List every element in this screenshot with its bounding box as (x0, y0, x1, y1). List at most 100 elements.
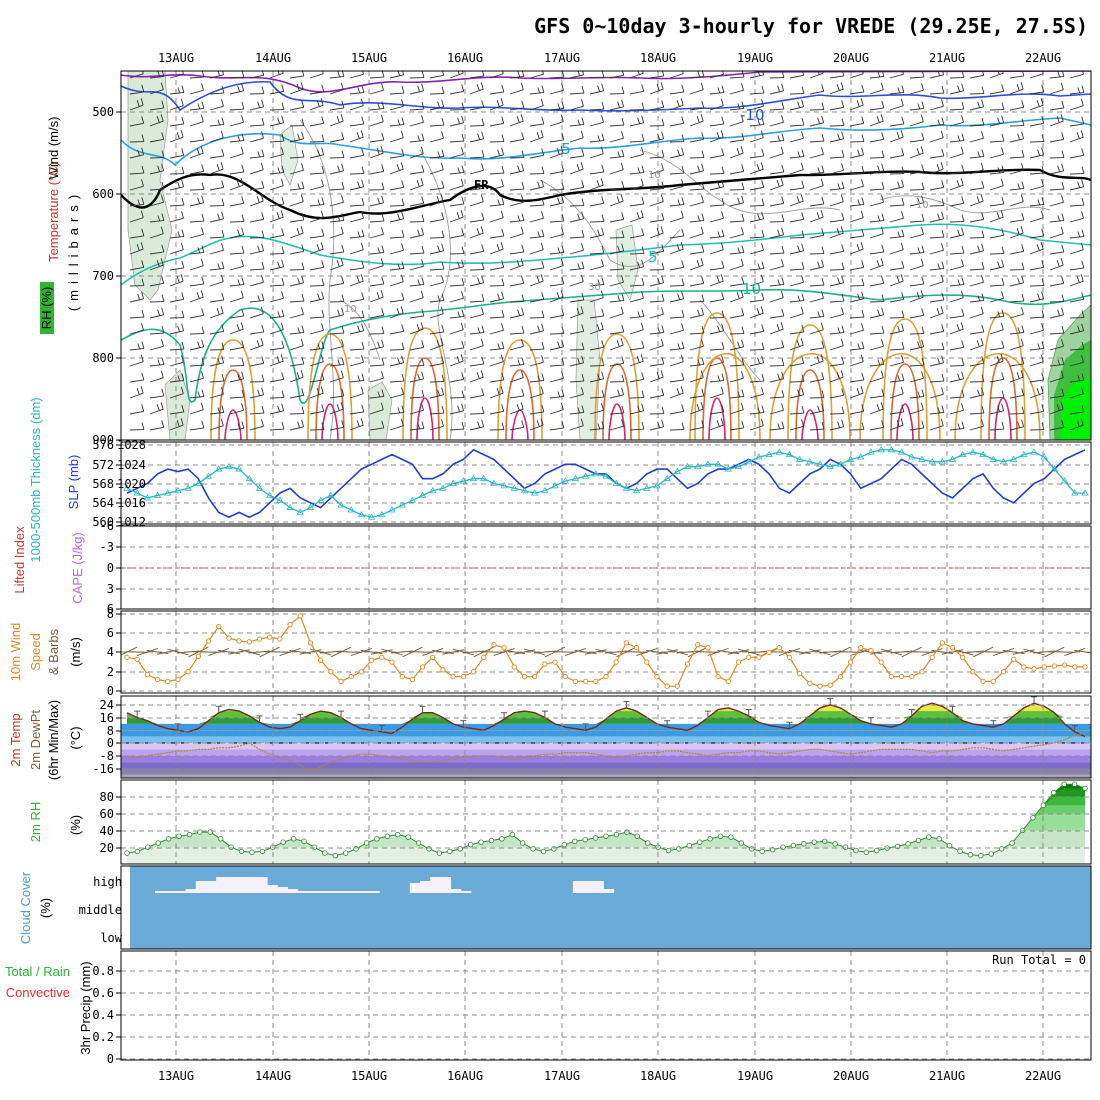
upper-barb-shaft (949, 234, 964, 239)
upper-barb-flag (937, 263, 941, 270)
upper-barb-flag (557, 247, 561, 254)
upper-barb-flag (457, 405, 461, 412)
wind10-barb (747, 650, 770, 654)
upper-barb-flag (521, 388, 525, 397)
upper-barb-flag (1057, 359, 1061, 366)
upper-barb-shaft (169, 92, 184, 95)
upper-barb-flag (961, 245, 965, 254)
label-wind10-3: & Barbs (46, 628, 61, 675)
upper-barb-shaft (989, 185, 1004, 191)
rh-point (863, 849, 870, 855)
upper-barb-flag (421, 259, 424, 267)
axis-tick-label: 80 (100, 790, 114, 804)
upper-barb-flag (441, 405, 445, 414)
upper-barb-flag (577, 263, 581, 270)
upper-barb-shaft (149, 188, 164, 191)
upper-barb-flag (661, 356, 665, 365)
cloud-bar-high (307, 891, 319, 893)
upper-barb-flag (977, 295, 981, 302)
upper-barb-shaft (649, 169, 664, 175)
upper-barb-flag (881, 294, 885, 302)
upper-barb-flag (841, 71, 845, 77)
upper-barb-flag (221, 198, 225, 206)
upper-barb-shaft (609, 74, 624, 79)
upper-barb-shaft (149, 201, 164, 207)
upper-barb-shaft (389, 330, 404, 335)
upper-barb-shaft (449, 153, 464, 159)
upper-barb-flag (577, 119, 581, 126)
upper-barb-flag (281, 309, 285, 317)
upper-barb-shaft (649, 201, 664, 207)
upper-barb-shaft (869, 220, 884, 223)
upper-barb-shaft (1069, 73, 1084, 79)
rh-point (374, 836, 380, 842)
upper-barb-flag (841, 325, 845, 333)
upper-barb-flag (921, 308, 925, 316)
wind10-speed-point (898, 673, 905, 680)
upper-barb-shaft (769, 328, 784, 335)
upper-barb-flag (941, 387, 944, 395)
upper-barb-flag (321, 84, 325, 93)
upper-barb-shaft (769, 252, 784, 255)
upper-barb-flag (481, 388, 485, 396)
upper-barb-flag (821, 102, 825, 110)
upper-barb-flag (637, 167, 641, 174)
wind10-speed-point (226, 635, 232, 641)
upper-barb-flag (476, 84, 480, 91)
upper-barb-shaft (909, 152, 924, 159)
upper-barb-shaft (869, 188, 884, 191)
upper-barb-shaft (209, 362, 224, 367)
upper-barb-shaft (609, 362, 624, 367)
upper-barb-flag (261, 293, 265, 301)
upper-barb-shaft (529, 393, 544, 399)
upper-barb-shaft (1009, 426, 1024, 431)
upper-barb-shaft (309, 392, 324, 399)
upper-barb-shaft (689, 120, 704, 127)
upper-barb-flag (141, 147, 145, 155)
upper-barb-shaft (409, 346, 424, 351)
upper-barb-shaft (449, 428, 464, 431)
upper-barb-flag (736, 148, 740, 155)
upper-barb-flag (281, 246, 285, 254)
thickness-marker (296, 508, 304, 515)
upper-barb-shaft (609, 412, 624, 415)
upper-barb-shaft (969, 250, 984, 255)
upper-barb-flag (596, 324, 600, 331)
upper-barb-shaft (509, 314, 524, 319)
upper-barb-flag (801, 86, 805, 94)
upper-barb-flag (981, 374, 985, 382)
upper-barb-shaft (849, 266, 864, 271)
upper-barb-shaft (229, 252, 244, 255)
upper-barb-shaft (429, 137, 444, 143)
upper-barb-flag (996, 212, 1000, 219)
label-temp-unit: (°C) (68, 726, 83, 749)
upper-barb-shaft (489, 204, 504, 207)
upper-barb-flag (740, 114, 744, 122)
upper-barb-shaft (509, 395, 524, 399)
upper-barb-shaft (129, 235, 144, 239)
upper-barb-shaft (709, 136, 724, 143)
upper-barb-shaft (609, 425, 624, 431)
wind10-speed-point (256, 636, 263, 642)
upper-barb-shaft (1069, 298, 1084, 303)
thickness-marker (1040, 453, 1048, 460)
wind10-speed-point (409, 676, 416, 683)
upper-barb-flag (1001, 165, 1005, 173)
upper-barb-flag (377, 103, 381, 110)
upper-barb-flag (701, 181, 705, 190)
upper-barb-flag (761, 342, 765, 350)
day-label-bottom: 13AUG (158, 1069, 194, 1083)
upper-barb-flag (700, 114, 704, 122)
upper-barb-shaft (269, 428, 284, 431)
upper-barb-flag (1000, 322, 1004, 330)
upper-barb-shaft (129, 122, 144, 127)
wind10-speed-point (338, 678, 344, 685)
upper-barb-flag (901, 116, 905, 125)
upper-barb-flag (1082, 71, 1084, 75)
wind10-barb (533, 650, 556, 654)
upper-barb-flag (700, 370, 704, 378)
upper-barb-flag (261, 230, 265, 238)
upper-barb-shaft (749, 249, 764, 255)
upper-barb-flag (140, 386, 144, 394)
label-wind10-2: Speed (28, 633, 43, 671)
